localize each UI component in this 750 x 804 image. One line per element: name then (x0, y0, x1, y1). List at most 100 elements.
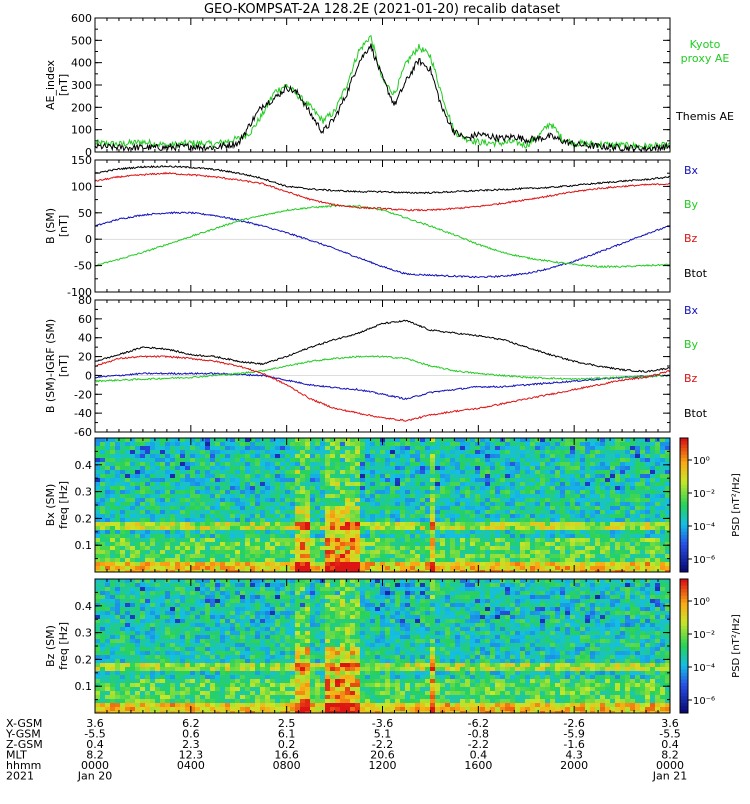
heatmap-cell (650, 454, 655, 458)
heatmap-cell (595, 494, 600, 498)
heatmap-cell (335, 478, 340, 482)
heatmap-cell (345, 530, 350, 534)
heatmap-cell (420, 591, 425, 595)
legend-item: proxy AE (681, 52, 730, 65)
heatmap-cell (495, 587, 500, 591)
heatmap-cell (155, 530, 160, 534)
heatmap-cell (320, 538, 325, 542)
heatmap-cell (290, 518, 295, 522)
heatmap-cell (210, 498, 215, 502)
heatmap-cell (455, 458, 460, 462)
heatmap-cell (655, 554, 660, 558)
heatmap-cell (500, 454, 505, 458)
heatmap-cell (470, 490, 475, 494)
heatmap-cell (105, 510, 110, 514)
heatmap-cell (530, 442, 535, 446)
heatmap-cell (620, 446, 625, 450)
heatmap-cell (120, 530, 125, 534)
heatmap-cell (660, 486, 665, 490)
heatmap-cell (385, 558, 390, 562)
heatmap-cell (455, 506, 460, 510)
heatmap-cell (290, 494, 295, 498)
heatmap-cell (145, 587, 150, 591)
heatmap-cell (230, 446, 235, 450)
heatmap-cell (170, 518, 175, 522)
heatmap-cell (500, 450, 505, 454)
heatmap-cell (310, 510, 315, 514)
heatmap-cell (180, 542, 185, 546)
heatmap-cell (615, 498, 620, 502)
heatmap-cell (105, 550, 110, 554)
heatmap-cell (135, 450, 140, 454)
heatmap-cell (495, 506, 500, 510)
heatmap-cell (415, 466, 420, 470)
heatmap-cell (195, 514, 200, 518)
heatmap-cell (540, 526, 545, 530)
heatmap-cell (105, 518, 110, 522)
heatmap-cell (570, 482, 575, 486)
heatmap-cell (110, 591, 115, 595)
heatmap-cell (300, 466, 305, 470)
heatmap-cell (430, 478, 435, 482)
heatmap-cell (325, 482, 330, 486)
heatmap-cell (335, 458, 340, 462)
heatmap-cell (285, 446, 290, 450)
heatmap-cell (235, 583, 240, 587)
heatmap-cell (445, 579, 450, 583)
heatmap-cell (155, 587, 160, 591)
heatmap-cell (470, 438, 475, 442)
heatmap-cell (595, 566, 600, 570)
heatmap-cell (185, 446, 190, 450)
heatmap-cell (325, 442, 330, 446)
heatmap-cell (530, 566, 535, 570)
heatmap-cell (480, 526, 485, 530)
heatmap-cell (470, 518, 475, 522)
heatmap-cell (370, 470, 375, 474)
heatmap-cell (285, 454, 290, 458)
heatmap-cell (480, 446, 485, 450)
heatmap-cell (210, 454, 215, 458)
heatmap-cell (250, 587, 255, 591)
heatmap-cell (400, 591, 405, 595)
heatmap-cell (495, 442, 500, 446)
heatmap-cell (545, 470, 550, 474)
heatmap-cell (235, 486, 240, 490)
heatmap-cell (100, 470, 105, 474)
heatmap-cell (580, 494, 585, 498)
heatmap-cell (155, 514, 160, 518)
heatmap-cell (140, 486, 145, 490)
heatmap-cell (135, 546, 140, 550)
heatmap-cell (410, 534, 415, 538)
heatmap-cell (385, 550, 390, 554)
heatmap-cell (505, 502, 510, 506)
heatmap-cell (435, 522, 440, 526)
heatmap-cell (440, 470, 445, 474)
heatmap-cell (305, 478, 310, 482)
heatmap-cell (330, 591, 335, 595)
heatmap-cell (220, 502, 225, 506)
heatmap-cell (370, 542, 375, 546)
heatmap-cell (415, 478, 420, 482)
heatmap-cell (155, 518, 160, 522)
heatmap-cell (250, 550, 255, 554)
heatmap-cell (555, 470, 560, 474)
y-tick-label: 0.1 (75, 539, 93, 552)
heatmap-cell (105, 494, 110, 498)
heatmap-cell (545, 482, 550, 486)
heatmap-cell (485, 554, 490, 558)
heatmap-cell (530, 530, 535, 534)
heatmap-cell (665, 579, 670, 583)
heatmap-cell (160, 514, 165, 518)
heatmap-cell (420, 446, 425, 450)
heatmap-cell (535, 530, 540, 534)
heatmap-cell (645, 506, 650, 510)
heatmap-cell (505, 526, 510, 530)
y-axis-label: Bx (SM) (44, 484, 57, 527)
heatmap-cell (210, 591, 215, 595)
heatmap-cell (390, 490, 395, 494)
heatmap-cell (525, 450, 530, 454)
heatmap-cell (630, 534, 635, 538)
heatmap-cell (205, 510, 210, 514)
heatmap-cell (430, 490, 435, 494)
heatmap-cell (665, 438, 670, 442)
